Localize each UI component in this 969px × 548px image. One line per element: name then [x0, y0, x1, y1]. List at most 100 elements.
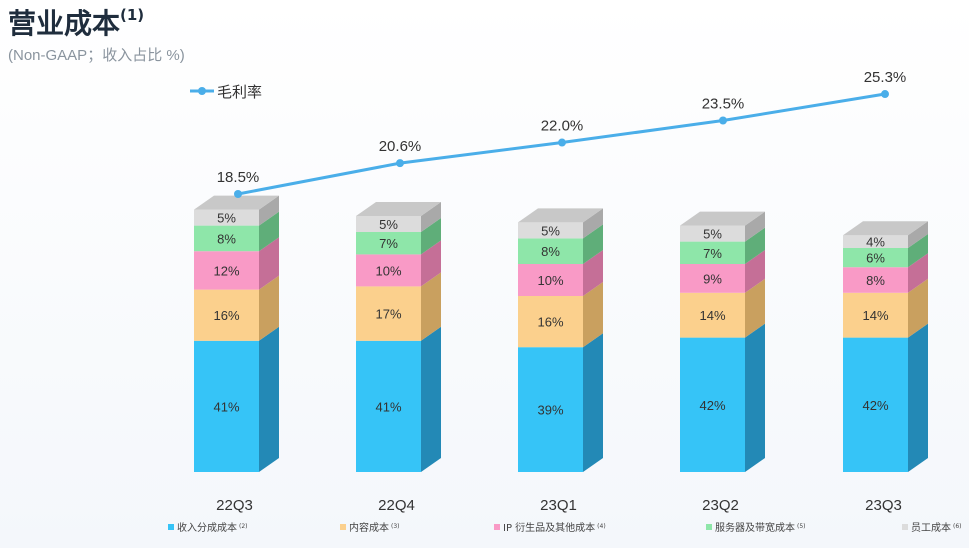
segment-label: 14% [699, 308, 725, 323]
segment-label: 39% [537, 403, 563, 418]
segment-label: 41% [375, 399, 401, 414]
bar-segment [194, 209, 259, 226]
segment-label: 8% [217, 231, 236, 246]
gross-margin-label: 22.0% [541, 118, 584, 135]
legend-swatch [706, 523, 712, 530]
segment-label: 42% [862, 398, 888, 413]
stacked-bar-chart: 41% 16% 12% 8% 5% 22Q3 41% 17% 10% 7% 5% 22Q4 39% 16%… [190, 69, 928, 514]
legend-note: (4) [597, 523, 606, 530]
segment-label: 12% [213, 263, 239, 278]
category-label: 23Q3 [865, 497, 902, 514]
bar-segment-side [259, 195, 279, 226]
category-label: 23Q2 [702, 497, 739, 514]
segment-label: 4% [866, 235, 885, 250]
segment-label: 5% [217, 211, 236, 226]
segment-label: 8% [866, 273, 885, 288]
segment-label: 5% [703, 227, 722, 242]
bar-top [843, 221, 928, 236]
chart-title: 营业成本(1) [8, 2, 144, 42]
legend-item: 员工成本 (6) [902, 519, 962, 534]
bar-segment [518, 296, 583, 348]
bar-segment-side [421, 326, 441, 472]
legend-swatch [494, 523, 500, 530]
bar-segment [843, 235, 908, 248]
line-legend-label: 毛利率 [217, 83, 262, 101]
segment-label: 5% [541, 223, 560, 238]
segment-label: 42% [699, 398, 725, 413]
bar-segment [843, 292, 908, 338]
bar-segment [843, 248, 908, 268]
bar-segment-side [745, 323, 765, 472]
bar-segment [194, 289, 259, 341]
bar-segment-side [583, 208, 603, 239]
bar-segment-side [421, 272, 441, 341]
legend-note: (3) [391, 523, 400, 530]
gross-margin-label: 20.6% [379, 138, 422, 155]
bar-segment-side [745, 227, 765, 264]
category-label: 22Q4 [378, 497, 415, 514]
bar-segment-side [583, 333, 603, 472]
segment-label: 7% [379, 236, 398, 251]
bar-segment [194, 340, 259, 472]
bar-segment [843, 267, 908, 293]
gross-margin-label: 23.5% [702, 96, 745, 113]
bar-segment-side [745, 250, 765, 293]
bar-segment [194, 251, 259, 290]
legend-swatch [168, 523, 174, 530]
bar-segment [680, 264, 745, 293]
bar-segment-side [259, 211, 279, 252]
legend-item: 服务器及带宽成本 (5) [706, 519, 806, 534]
bar-segment [356, 340, 421, 472]
bar-segment [356, 254, 421, 287]
bar-segment-side [908, 253, 928, 293]
bar-segment [518, 264, 583, 296]
bar-segment [680, 337, 745, 472]
legend-note: (5) [797, 523, 806, 530]
bar-segment-side [745, 211, 765, 242]
bar-segment-side [259, 237, 279, 290]
segment-label: 6% [866, 251, 885, 266]
bar-segment-side [908, 278, 928, 338]
legend-label: 收入分成成本 [177, 523, 237, 534]
segment-label: 16% [537, 315, 563, 330]
legend-label: IP 衍生品及其他成本 [503, 523, 596, 534]
bar-top [356, 202, 441, 216]
bar-top [518, 208, 603, 223]
legend-note: (2) [239, 523, 248, 530]
legend-label: 内容成本 [349, 523, 389, 534]
bar-segment-side [421, 240, 441, 287]
legend: 收入分成成本 (2) 内容成本 (3) IP 衍生品及其他成本 (4) 服务器及带宽成本 (5… [0, 516, 969, 536]
legend-note: (6) [953, 523, 962, 530]
legend-swatch [902, 523, 908, 530]
segment-label: 14% [862, 308, 888, 323]
bar-segment-side [908, 234, 928, 268]
legend-item: IP 衍生品及其他成本 (4) [494, 519, 606, 534]
category-label: 22Q3 [216, 497, 253, 514]
bar-segment [518, 238, 583, 264]
segment-label: 10% [537, 273, 563, 288]
legend-item: 收入分成成本 (2) [168, 519, 248, 534]
bar-segment [680, 225, 745, 242]
bar-segment [356, 232, 421, 255]
bar-segment-side [259, 326, 279, 472]
bar-segment-side [421, 218, 441, 255]
bar-segment-side [583, 282, 603, 348]
bar-segment [356, 216, 421, 232]
legend-swatch [340, 523, 346, 530]
line-legend-marker [198, 87, 206, 95]
legend-item: 内容成本 (3) [340, 519, 400, 534]
gross-margin-point [719, 116, 727, 125]
gross-margin-point [234, 190, 242, 198]
bar-segment [356, 286, 421, 341]
bar-segment [680, 292, 745, 338]
segment-label: 16% [213, 308, 239, 323]
segment-label: 17% [375, 307, 401, 322]
title-note: (1) [120, 6, 145, 24]
legend-label: 服务器及带宽成本 [715, 523, 795, 534]
bar-top [194, 195, 279, 210]
bar-top [680, 211, 765, 226]
bar-segment-side [908, 221, 928, 248]
gross-margin-label: 18.5% [217, 169, 260, 186]
bar-segment-side [908, 323, 928, 472]
bar-segment [518, 347, 583, 472]
